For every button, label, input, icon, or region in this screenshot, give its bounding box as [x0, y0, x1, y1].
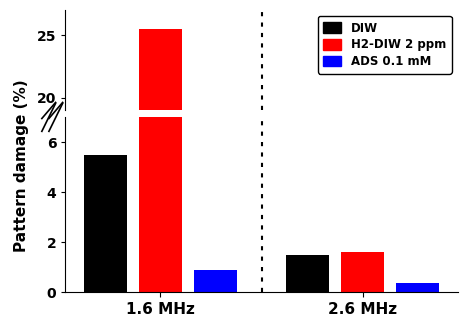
Bar [139, 0, 182, 292]
Bar [84, 155, 127, 292]
Bar [341, 252, 384, 292]
Bar [396, 284, 439, 292]
Bar [341, 329, 384, 332]
Bar [194, 270, 237, 292]
Text: Pattern damage (%): Pattern damage (%) [14, 80, 29, 252]
Bar [139, 29, 182, 332]
Bar [286, 330, 329, 332]
Bar [84, 280, 127, 332]
Legend: DIW, H2-DIW 2 ppm, ADS 0.1 mM: DIW, H2-DIW 2 ppm, ADS 0.1 mM [318, 16, 452, 74]
Bar [286, 255, 329, 292]
